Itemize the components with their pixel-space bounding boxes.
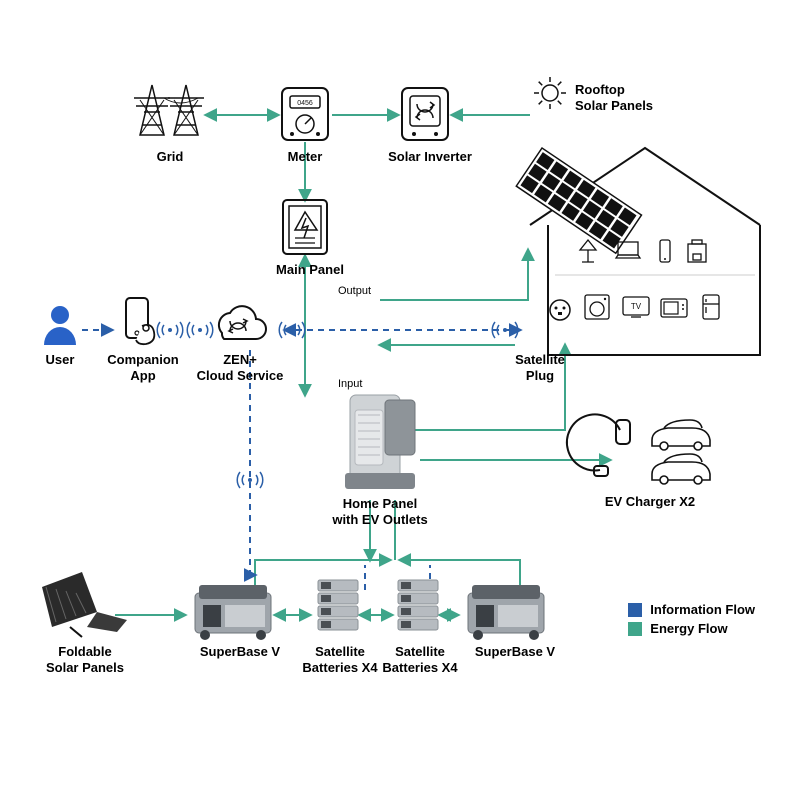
ev-node: EV Charger X2 bbox=[580, 490, 720, 510]
foldable-node: Foldable Solar Panels bbox=[35, 640, 135, 675]
legend-energy-swatch bbox=[628, 622, 642, 636]
user-node: User bbox=[40, 348, 80, 368]
grid-node: Grid bbox=[135, 145, 205, 165]
satbatt-l-label: Satellite Batteries X4 bbox=[300, 644, 380, 675]
homepanel-label: Home Panel with EV Outlets bbox=[310, 496, 450, 527]
svg-text:0456: 0456 bbox=[297, 100, 313, 107]
legend-energy-label: Energy Flow bbox=[650, 621, 727, 636]
satplug-node: Satellite Plug bbox=[505, 348, 575, 383]
superbase-l-label: SuperBase V bbox=[190, 644, 290, 660]
superbase-r-label: SuperBase V bbox=[465, 644, 565, 660]
mainpanel-node: Main Panel bbox=[270, 258, 350, 278]
companion-label: Companion App bbox=[98, 352, 188, 383]
zen-label: ZEN+ Cloud Service bbox=[195, 352, 285, 383]
svg-text:TV: TV bbox=[631, 302, 642, 311]
legend-info: Information Flow bbox=[628, 602, 755, 617]
grid-label: Grid bbox=[135, 149, 205, 165]
rooftop-node: Rooftop Solar Panels bbox=[575, 78, 715, 113]
user-label: User bbox=[40, 352, 80, 368]
rooftop-label: Rooftop Solar Panels bbox=[575, 82, 715, 113]
foldable-label: Foldable Solar Panels bbox=[35, 644, 135, 675]
inverter-label: Solar Inverter bbox=[385, 149, 475, 165]
meter-label: Meter bbox=[280, 149, 330, 165]
superbase-r-node: SuperBase V bbox=[465, 640, 565, 660]
satbatt-l-node: Satellite Batteries X4 bbox=[300, 640, 380, 675]
ev-label: EV Charger X2 bbox=[580, 494, 720, 510]
companion-node: Companion App bbox=[98, 348, 188, 383]
satbatt-r-label: Satellite Batteries X4 bbox=[380, 644, 460, 675]
satplug-label: Satellite Plug bbox=[505, 352, 575, 383]
satbatt-r-node: Satellite Batteries X4 bbox=[380, 640, 460, 675]
diagram-svg: 0456 TV bbox=[0, 0, 800, 800]
inverter-node: Solar Inverter bbox=[385, 145, 475, 165]
meter-node: Meter bbox=[280, 145, 330, 165]
legend-energy: Energy Flow bbox=[628, 621, 755, 636]
legend-info-label: Information Flow bbox=[650, 602, 755, 617]
legend: Information Flow Energy Flow bbox=[628, 602, 755, 640]
output-label: Output bbox=[338, 285, 371, 297]
zen-node: ZEN+ Cloud Service bbox=[195, 348, 285, 383]
homepanel-node: Home Panel with EV Outlets bbox=[310, 492, 450, 527]
superbase-l-node: SuperBase V bbox=[190, 640, 290, 660]
input-label: Input bbox=[338, 378, 362, 390]
legend-info-swatch bbox=[628, 603, 642, 617]
mainpanel-label: Main Panel bbox=[270, 262, 350, 278]
